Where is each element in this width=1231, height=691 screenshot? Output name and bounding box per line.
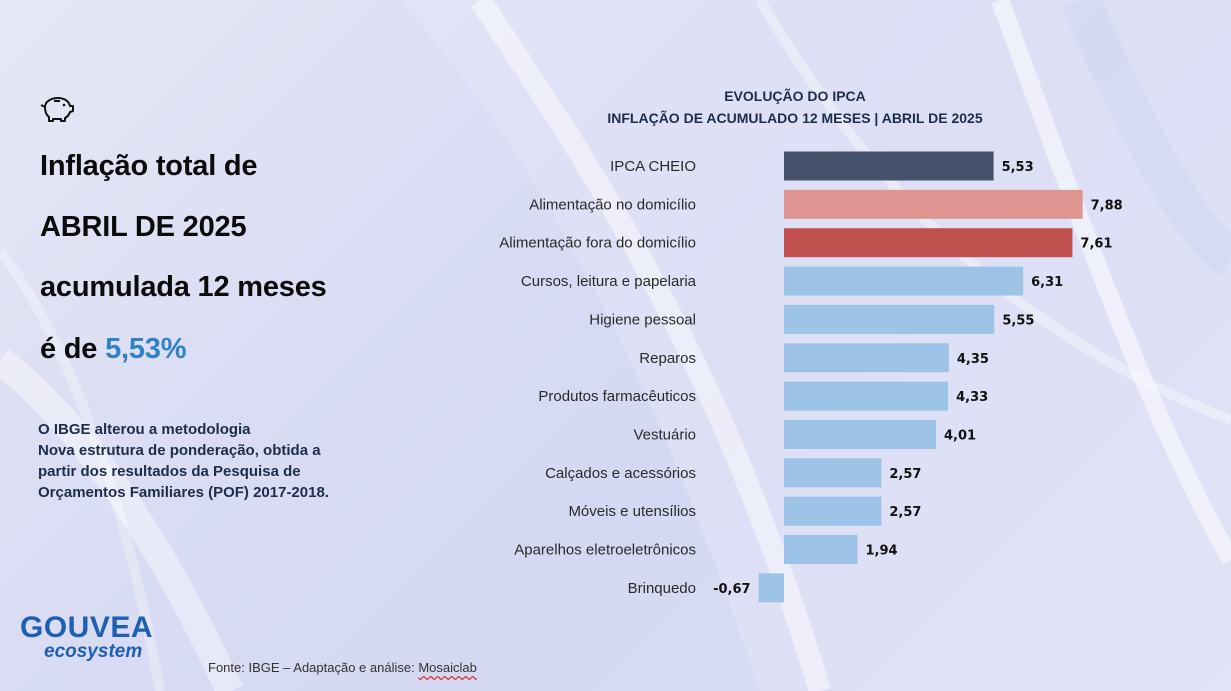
logo-brand: GOUVEA: [20, 611, 154, 644]
value-label-3: 6,31: [1031, 275, 1063, 290]
category-label-9: Móveis e utensílios: [568, 503, 696, 520]
bar-11: [758, 573, 784, 603]
value-label-11: -0,67: [713, 582, 750, 597]
value-label-10: 1,94: [866, 544, 898, 559]
bar-9: [784, 496, 882, 526]
methodology-note: O IBGE alterou a metodologia Nova estrut…: [38, 419, 398, 503]
headline-line-1: Inflação total de: [40, 150, 258, 182]
chart-subtitle: INFLAÇÃO DE ACUMULADO 12 MESES | ABRIL D…: [607, 110, 983, 126]
bar-5: [784, 343, 949, 373]
category-label-8: Calçados e acessórios: [545, 465, 696, 482]
value-label-0: 5,53: [1002, 160, 1034, 175]
bar-2: [784, 228, 1073, 258]
logo-sub: ecosystem: [44, 641, 143, 662]
bar-10: [784, 535, 858, 564]
category-label-5: Reparos: [639, 350, 696, 367]
value-label-5: 4,35: [957, 352, 989, 367]
bar-8: [784, 458, 882, 488]
headline-line-4: é de 5,53%: [40, 333, 187, 366]
headline-line-2: ABRIL DE 2025: [40, 211, 247, 243]
value-label-7: 4,01: [944, 428, 976, 443]
source-note: Fonte: IBGE – Adaptação e análise: Mosai…: [208, 660, 477, 675]
note-line-1: O IBGE alterou a metodologia: [38, 421, 251, 438]
note-line-2: Nova estrutura de ponderação, obtida a: [38, 442, 321, 459]
value-label-1: 7,88: [1091, 198, 1123, 213]
note-line-3: partir dos resultados da Pesquisa de: [38, 463, 301, 480]
category-label-0: IPCA CHEIO: [610, 158, 696, 175]
headline-line-4-prefix: é de: [40, 333, 106, 365]
value-label-4: 5,55: [1002, 313, 1034, 328]
gouvea-logo: GOUVEA ecosystem: [20, 611, 154, 662]
value-label-9: 2,57: [889, 505, 921, 520]
bar-0: [784, 151, 994, 181]
category-label-11: Brinquedo: [628, 580, 696, 597]
value-label-2: 7,61: [1080, 237, 1112, 252]
piggy-bank-icon: [40, 97, 74, 122]
category-label-7: Vestuário: [633, 426, 696, 443]
category-label-10: Aparelhos eletroeletrônicos: [514, 542, 696, 559]
category-label-6: Produtos farmacêuticos: [538, 388, 696, 405]
value-label-8: 2,57: [889, 467, 921, 482]
chart-title: EVOLUÇÃO DO IPCA: [724, 88, 866, 104]
category-label-4: Higiene pessoal: [589, 311, 696, 328]
headline-inflation-value: 5,53%: [105, 333, 187, 365]
source-prefix: Fonte: IBGE – Adaptação e análise:: [208, 660, 419, 675]
bar-6: [784, 381, 949, 411]
headline-line-3: acumulada 12 meses: [40, 271, 327, 303]
category-label-3: Cursos, leitura e papelaria: [521, 273, 697, 290]
bar-3: [784, 266, 1024, 296]
bar-7: [784, 419, 936, 449]
bar-4: [784, 304, 995, 334]
source-underlined: Mosaiclab: [418, 660, 477, 675]
bar-1: [784, 189, 1083, 219]
category-label-1: Alimentação no domicílio: [529, 196, 696, 213]
note-line-4: Orçamentos Familiares (POF) 2017-2018.: [38, 484, 329, 501]
value-label-6: 4,33: [956, 390, 988, 405]
category-label-2: Alimentação fora do domicílio: [499, 235, 696, 252]
